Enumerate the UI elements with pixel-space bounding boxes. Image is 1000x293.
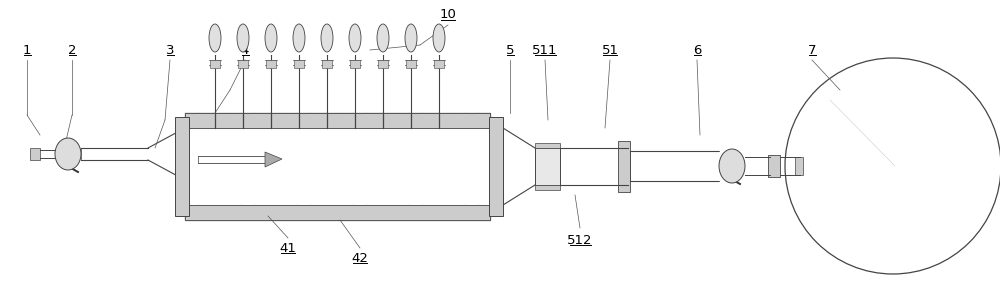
Bar — [535, 143, 560, 148]
Text: 51: 51 — [602, 43, 618, 57]
Text: 41: 41 — [280, 241, 296, 255]
Ellipse shape — [405, 24, 417, 52]
Text: 1: 1 — [23, 43, 31, 57]
Bar — [795, 157, 803, 175]
Text: 42: 42 — [352, 251, 368, 265]
Ellipse shape — [265, 24, 277, 52]
Bar — [266, 60, 276, 68]
Text: 10: 10 — [440, 8, 456, 21]
Ellipse shape — [237, 24, 249, 52]
Bar — [350, 60, 360, 68]
Bar — [185, 113, 490, 128]
Ellipse shape — [719, 149, 745, 183]
Ellipse shape — [293, 24, 305, 52]
Ellipse shape — [209, 24, 221, 52]
Bar — [238, 60, 248, 68]
Bar — [175, 117, 189, 216]
Ellipse shape — [377, 24, 389, 52]
Text: 5: 5 — [506, 43, 514, 57]
Text: 2: 2 — [68, 43, 76, 57]
Text: 511: 511 — [532, 43, 558, 57]
Bar — [489, 117, 503, 216]
Ellipse shape — [55, 138, 81, 170]
Ellipse shape — [349, 24, 361, 52]
Bar — [210, 60, 220, 68]
Bar — [768, 155, 780, 177]
Bar — [185, 128, 490, 205]
Bar — [322, 60, 332, 68]
Bar — [535, 185, 560, 190]
Text: 4: 4 — [241, 43, 249, 57]
Bar — [294, 60, 304, 68]
Text: 6: 6 — [693, 43, 701, 57]
Bar — [618, 141, 630, 192]
Text: 3: 3 — [166, 43, 174, 57]
Bar — [434, 60, 444, 68]
Bar — [406, 60, 416, 68]
Bar — [185, 205, 490, 220]
Bar — [30, 148, 40, 160]
Ellipse shape — [433, 24, 445, 52]
Text: 512: 512 — [567, 234, 593, 246]
Text: 7: 7 — [808, 43, 816, 57]
Polygon shape — [265, 152, 282, 167]
Bar — [185, 113, 490, 220]
Bar — [535, 148, 560, 185]
Ellipse shape — [321, 24, 333, 52]
Bar — [378, 60, 388, 68]
